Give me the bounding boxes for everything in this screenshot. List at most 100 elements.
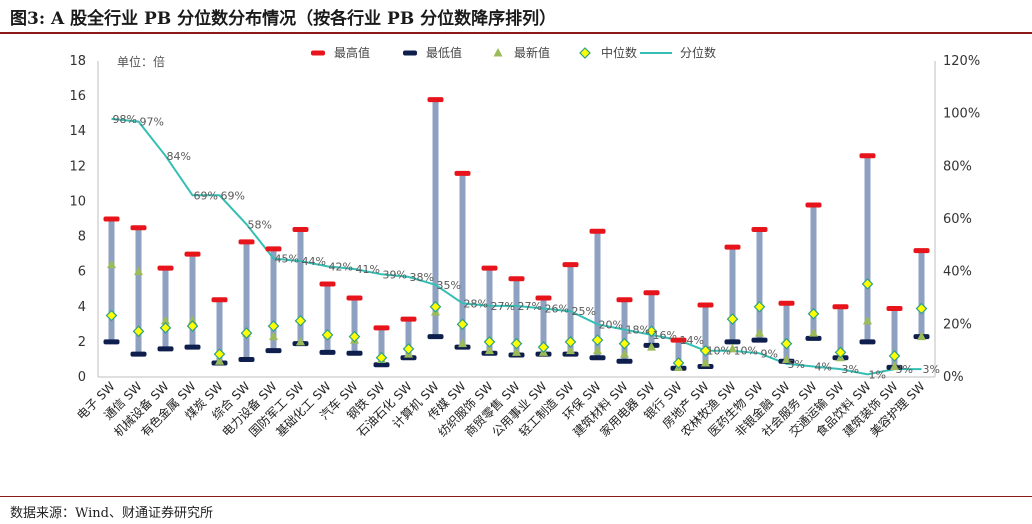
range-bar bbox=[837, 306, 844, 358]
min-marker bbox=[724, 339, 741, 345]
y-left-tick-label: 2 bbox=[78, 335, 86, 350]
percentile-line bbox=[111, 117, 922, 376]
max-marker bbox=[643, 290, 660, 296]
y-left-tick-label: 12 bbox=[69, 159, 86, 174]
legend-max-swatch bbox=[311, 50, 325, 56]
median-marker bbox=[618, 337, 631, 350]
median-marker bbox=[294, 314, 307, 327]
max-marker bbox=[724, 244, 741, 250]
median-marker bbox=[402, 343, 415, 355]
percentile-data-label: 25% bbox=[572, 305, 596, 318]
min-marker bbox=[400, 355, 417, 361]
median-marker bbox=[132, 325, 145, 338]
percentile-data-label: 20% bbox=[599, 318, 623, 331]
max-marker bbox=[130, 225, 147, 231]
latest-marker bbox=[458, 338, 467, 348]
median-marker bbox=[186, 320, 199, 332]
range-bar bbox=[594, 231, 601, 358]
latest-marker bbox=[863, 315, 872, 325]
max-marker bbox=[913, 248, 930, 254]
max-marker bbox=[778, 300, 795, 306]
percentile-data-label: 69% bbox=[194, 189, 218, 202]
median-marker bbox=[753, 300, 766, 313]
median-marker bbox=[348, 330, 361, 343]
median-marker bbox=[429, 300, 442, 313]
percentile-data-label: 1% bbox=[869, 368, 886, 381]
range-bar bbox=[324, 283, 331, 353]
median-marker bbox=[537, 341, 550, 354]
max-marker bbox=[292, 227, 309, 233]
legend-label: 中位数 bbox=[601, 45, 637, 60]
max-marker bbox=[616, 297, 633, 303]
percentile-data-label: 10% bbox=[734, 345, 758, 358]
min-marker bbox=[130, 351, 147, 357]
data-labels: 98% 97%84%69% 69%58%45% 44% 42% 41% 39% 38%35%2… bbox=[113, 113, 940, 381]
range-bar bbox=[270, 248, 277, 351]
y-left-tick-label: 14 bbox=[69, 124, 86, 139]
legend-label: 分位数 bbox=[680, 45, 716, 60]
min-marker bbox=[238, 356, 255, 362]
range-bar bbox=[351, 298, 358, 354]
max-marker bbox=[751, 227, 768, 233]
percentile-data-label: 18% bbox=[626, 324, 650, 337]
min-marker bbox=[184, 344, 201, 350]
latest-marker bbox=[134, 266, 143, 276]
latest-marker bbox=[647, 342, 656, 351]
latest-marker bbox=[107, 259, 116, 269]
range-bar bbox=[486, 268, 493, 354]
range-bar bbox=[783, 303, 790, 362]
median-marker bbox=[861, 278, 874, 290]
y-right-tick-label: 120% bbox=[943, 54, 980, 69]
percentile-data-label: 28% bbox=[464, 297, 488, 310]
min-marker bbox=[346, 350, 363, 356]
latest-marker bbox=[485, 345, 494, 355]
legend-latest-swatch bbox=[493, 48, 503, 57]
latest-marker bbox=[188, 315, 197, 325]
percentile-data-label: 14% bbox=[680, 334, 704, 347]
range-bar bbox=[162, 268, 169, 349]
range-bar bbox=[432, 99, 439, 337]
latest-marker bbox=[296, 336, 305, 346]
max-marker bbox=[508, 276, 525, 282]
max-marker bbox=[535, 295, 552, 301]
median-marker bbox=[159, 321, 172, 334]
range-bar bbox=[567, 264, 574, 355]
latest-marker bbox=[782, 354, 791, 363]
source-rule bbox=[0, 496, 1032, 497]
range-bar bbox=[405, 319, 412, 358]
min-marker bbox=[103, 339, 120, 345]
y-left-tick-label: 6 bbox=[78, 265, 86, 280]
latest-marker bbox=[755, 328, 764, 337]
title-rule bbox=[0, 32, 1032, 34]
latest-marker bbox=[215, 356, 224, 365]
max-marker bbox=[427, 97, 444, 103]
percentile-data-label: 27% bbox=[518, 300, 542, 313]
latest-marker bbox=[593, 345, 602, 355]
unit-label: 单位：倍 bbox=[117, 54, 165, 69]
percentile-data-label: 26% bbox=[545, 303, 569, 316]
median-marker bbox=[483, 336, 496, 348]
min-marker bbox=[373, 362, 390, 368]
latest-marker bbox=[620, 349, 629, 358]
percentile-data-label: 3% bbox=[923, 363, 940, 376]
y-left-tick-label: 8 bbox=[78, 230, 86, 245]
legend-min-swatch bbox=[403, 50, 417, 56]
max-marker bbox=[103, 216, 120, 222]
median-marker bbox=[915, 302, 928, 315]
max-marker bbox=[832, 304, 849, 310]
latest-marker bbox=[701, 357, 710, 367]
median-marker bbox=[645, 325, 658, 338]
percentile-data-label: 44% bbox=[302, 255, 326, 268]
min-marker bbox=[859, 339, 876, 345]
median-marker bbox=[780, 337, 793, 350]
range-bar bbox=[675, 340, 682, 369]
latest-marker bbox=[269, 331, 278, 341]
median-marker bbox=[888, 350, 901, 362]
percentile-data-label: 4% bbox=[815, 360, 832, 373]
range-bar bbox=[378, 327, 385, 365]
legend-label: 最新值 bbox=[514, 45, 550, 60]
range-bar bbox=[756, 229, 763, 341]
y-right-tick-label: 100% bbox=[943, 107, 980, 122]
max-marker bbox=[373, 325, 390, 331]
markers bbox=[103, 97, 930, 371]
